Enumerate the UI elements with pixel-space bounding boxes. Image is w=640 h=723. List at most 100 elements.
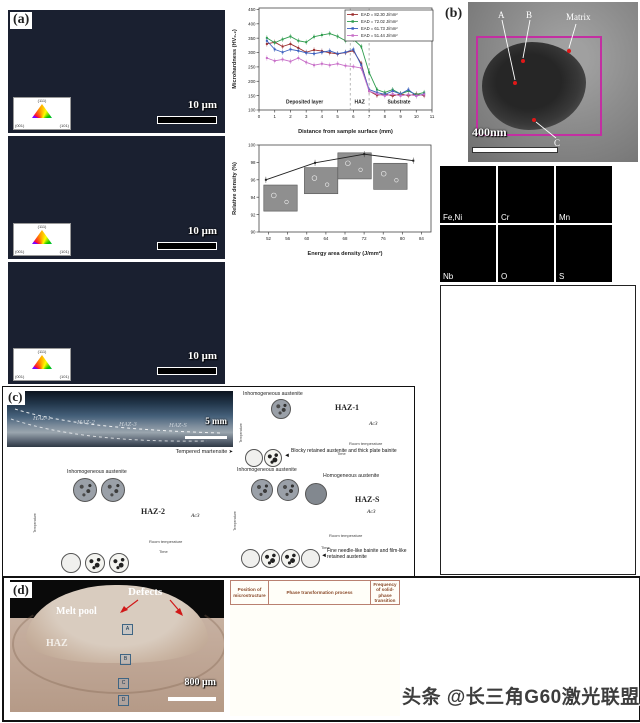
stress-strain-frame xyxy=(440,285,636,575)
inhomogeneous-austenite-icon xyxy=(251,479,273,501)
svg-text:100: 100 xyxy=(248,108,256,113)
tem-label-a: A xyxy=(498,10,505,20)
svg-text:Relative density (%): Relative density (%) xyxy=(232,162,238,215)
svg-text:8: 8 xyxy=(384,114,387,119)
panel-d-label: (d) xyxy=(10,582,32,598)
ipf-triangle-legend: (111) (001) (101) xyxy=(13,348,71,381)
grain-icon xyxy=(245,449,263,467)
stress-strain-butt-chart xyxy=(443,288,631,424)
thermal-cycle-plot xyxy=(237,501,365,545)
retained-austenite-icon xyxy=(85,553,105,573)
svg-text:10: 10 xyxy=(414,114,419,119)
inhomogeneous-austenite-icon xyxy=(277,479,299,501)
panel-c-label: (c) xyxy=(5,389,26,405)
svg-text:72: 72 xyxy=(362,236,367,241)
ebsd-map-3: (111) (001) (101) 10 μm xyxy=(8,262,225,384)
fine-bainite-icon xyxy=(301,549,320,568)
tem-image: A B Matrix C 400nm xyxy=(468,2,638,162)
eds-scan-region-box xyxy=(476,36,602,136)
scale-bar: 10 μm xyxy=(157,225,217,255)
svg-text:11: 11 xyxy=(430,114,435,119)
retained-austenite-icon xyxy=(261,549,280,568)
svg-text:9: 9 xyxy=(399,114,402,119)
arrow-left-icon: ◄ xyxy=(321,553,327,559)
precipitate-particle xyxy=(482,42,586,130)
svg-text:4: 4 xyxy=(321,114,324,119)
svg-text:1: 1 xyxy=(274,114,277,119)
ipf-label-001: (001) xyxy=(15,123,25,128)
tem-label-matrix: Matrix xyxy=(566,12,591,22)
svg-text:EAD = 72.02 J/mm²: EAD = 72.02 J/mm² xyxy=(361,19,398,24)
svg-text:300: 300 xyxy=(248,50,256,55)
haz-label: HAZ xyxy=(46,638,68,649)
haz2-diagram: Inhomogeneous austenite HAZ-2 Ac3 Room t… xyxy=(9,469,231,573)
svg-text:5: 5 xyxy=(336,114,339,119)
svg-text:84: 84 xyxy=(419,236,424,241)
svg-text:EAD = 51.44 J/mm²: EAD = 51.44 J/mm² xyxy=(361,33,398,38)
svg-text:Distance from sample surface (: Distance from sample surface (mm) xyxy=(298,129,393,135)
region-label: HAZ-2 xyxy=(77,419,95,426)
svg-text:200: 200 xyxy=(248,79,256,84)
svg-text:Microhardness (HV₀.₂): Microhardness (HV₀.₂) xyxy=(232,29,238,89)
stress-strain-cladding-chart xyxy=(443,430,631,568)
eds-map-s: S xyxy=(556,225,612,282)
svg-text:56: 56 xyxy=(285,236,290,241)
svg-text:Substrate: Substrate xyxy=(387,100,410,106)
melt-pool-micrograph: Defects Melt pool HAZ A B C D 800 μm xyxy=(10,580,224,712)
svg-text:92: 92 xyxy=(251,212,256,217)
grain-icon xyxy=(61,553,81,573)
inhomogeneous-austenite-icon xyxy=(73,478,97,502)
region-label: HAZ-1 xyxy=(33,415,51,422)
tempered-martensite-label: Tempered martensite ➤ xyxy=(175,449,233,455)
tensile-properties-chart xyxy=(229,258,439,384)
svg-text:400: 400 xyxy=(248,22,256,27)
svg-text:0: 0 xyxy=(258,114,261,119)
inhomogeneous-austenite-icon xyxy=(101,478,125,502)
phase-table-body xyxy=(231,605,400,716)
inhomogeneous-austenite-icon xyxy=(271,399,291,419)
haz-macro-image: HAZ-1 HAZ-2 HAZ-3 HAZ-S 5 mm xyxy=(7,391,233,447)
svg-text:6: 6 xyxy=(352,114,355,119)
col-header-position: Position of microstructure xyxy=(230,580,269,605)
ipf-triangle-icon xyxy=(32,355,52,369)
bainite-icon xyxy=(281,549,300,568)
tem-label-c: C xyxy=(554,138,561,148)
position-box-d: D xyxy=(118,695,129,706)
microhardness-chart: 0 1 2 3 4 5 6 7 8 9 10 11 100 150 200 250 300 350 400 450 Di… xyxy=(232,7,435,135)
eds-map-o: O xyxy=(498,225,554,282)
ipf-triangle-legend: (111) (001) (101) xyxy=(13,223,71,256)
svg-text:250: 250 xyxy=(248,65,256,70)
svg-text:Deposited layer: Deposited layer xyxy=(286,100,323,106)
region-label: HAZ-S xyxy=(169,422,187,429)
svg-text:94: 94 xyxy=(251,195,256,200)
svg-text:450: 450 xyxy=(248,7,256,12)
panel-c: (c) HAZ-1 HAZ-2 HAZ-3 HAZ-S 5 mm Inhomog… xyxy=(2,386,415,577)
panel-d: Defects Melt pool HAZ A B C D 800 μm (d)… xyxy=(2,576,640,722)
svg-text:150: 150 xyxy=(248,93,256,98)
svg-text:Energy area density (J/mm²): Energy area density (J/mm²) xyxy=(308,250,383,257)
homogeneous-austenite-icon xyxy=(305,483,327,505)
region-label: HAZ-3 xyxy=(119,421,137,428)
panel-a-label: (a) xyxy=(10,12,33,29)
eds-map-mn: Mn xyxy=(556,166,612,223)
haz1-diagram: Inhomogeneous austenite HAZ-1 Ac3 Room t… xyxy=(239,391,413,467)
bainite-icon xyxy=(109,553,129,573)
svg-text:EAD = 82.30 J/mm²: EAD = 82.30 J/mm² xyxy=(361,12,398,17)
ipf-triangle-icon xyxy=(32,230,52,244)
ipf-triangle-legend: (111) (001) (101) xyxy=(13,97,71,130)
eds-map-cr: Cr xyxy=(498,166,554,223)
hazs-diagram: Inhomogeneous austenite Homogeneous aust… xyxy=(233,467,413,575)
svg-text:76: 76 xyxy=(381,236,386,241)
arrow-right-icon: ➤ xyxy=(228,449,233,455)
col-header-process: Phase transformation process xyxy=(268,580,371,605)
svg-text:7: 7 xyxy=(368,114,371,119)
tem-annotations xyxy=(501,19,577,139)
phase-transformation-table: Position of microstructure Phase transfo… xyxy=(230,580,400,716)
ebsd-map-1: (111) (001) (101) 10 μm xyxy=(8,10,225,133)
grain-icon xyxy=(241,549,260,568)
ipf-label-101: (101) xyxy=(59,123,69,128)
svg-text:EAD = 61.73 J/mm²: EAD = 61.73 J/mm² xyxy=(361,26,398,31)
svg-text:52: 52 xyxy=(266,236,271,241)
eds-map-nb: Nb xyxy=(440,225,496,282)
